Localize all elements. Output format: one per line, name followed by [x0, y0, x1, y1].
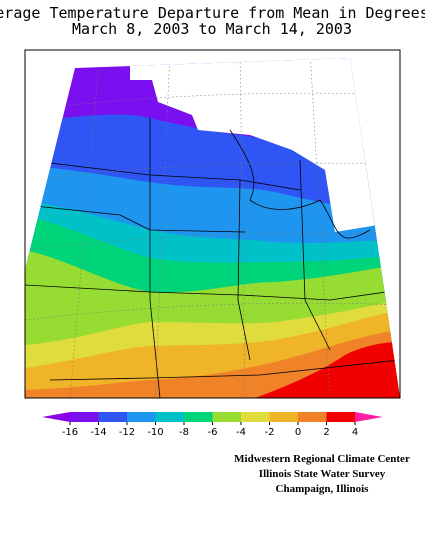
colorbar-segment [326, 412, 356, 422]
title-line: Average Temperature Departure from Mean … [0, 4, 425, 22]
map-band [255, 342, 400, 398]
colorbar-tick-label: -8 [179, 427, 189, 438]
colorbar-segment [155, 412, 185, 422]
colorbar-segment [241, 412, 270, 422]
colorbar-arrow [42, 412, 70, 422]
credit: Midwestern Regional Climate Center [234, 453, 410, 465]
colorbar-tick-label: 0 [295, 427, 301, 438]
colorbar-tick-label: 4 [352, 427, 358, 438]
colorbar-tick-label: -6 [208, 427, 218, 438]
colorbar-segment [269, 412, 299, 422]
colorbar-tick-label: -14 [90, 427, 106, 438]
boundaries [25, 118, 400, 398]
colorbar-segment [212, 412, 242, 422]
no-data-area [130, 58, 378, 232]
colorbar-tick-label: -10 [147, 427, 163, 438]
colorbar-segment [70, 412, 99, 422]
colorbar-segment [184, 412, 213, 422]
credit: Illinois State Water Survey [259, 468, 386, 480]
title-line: March 8, 2003 to March 14, 2003 [72, 20, 352, 38]
colorbar-tick-label: -16 [62, 427, 78, 438]
colorbar: -16 -14 -12 -10 -8 -6 -4 -2 0 2 4 [42, 412, 383, 438]
colorbar-arrow [355, 412, 383, 422]
colorbar-tick-label: -12 [119, 427, 135, 438]
colorbar-tick-label: 2 [323, 427, 329, 438]
map [25, 58, 400, 398]
colorbar-tick-label: -2 [265, 427, 275, 438]
colorbar-segment [98, 412, 128, 422]
colorbar-segment [127, 412, 156, 422]
map-frame [24, 49, 401, 399]
credit: Champaign, Illinois [276, 483, 370, 495]
colorbar-tick-label: -4 [236, 427, 246, 438]
colorbar-segment [298, 412, 327, 422]
